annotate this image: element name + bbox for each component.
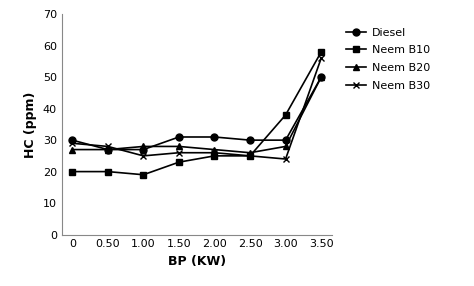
Neem B20 [176, 145, 182, 148]
Line: Neem B20: Neem B20 [69, 74, 325, 156]
Neem B10 [69, 170, 75, 173]
Neem B10 [140, 173, 146, 176]
Diesel [105, 148, 110, 151]
X-axis label: BP (KW): BP (KW) [168, 255, 226, 268]
Neem B10 [247, 154, 253, 158]
Diesel [283, 138, 288, 142]
Neem B10 [318, 50, 324, 54]
Diesel [140, 148, 146, 151]
Neem B20 [69, 148, 75, 151]
Neem B20 [318, 76, 324, 79]
Neem B20 [140, 145, 146, 148]
Line: Neem B10: Neem B10 [69, 49, 325, 178]
Neem B30 [176, 151, 182, 154]
Neem B30 [69, 142, 75, 145]
Diesel [211, 135, 217, 139]
Line: Neem B30: Neem B30 [69, 55, 325, 162]
Neem B10 [211, 154, 217, 158]
Neem B20 [211, 148, 217, 151]
Neem B20 [105, 148, 110, 151]
Y-axis label: HC (ppm): HC (ppm) [24, 91, 37, 158]
Legend: Diesel, Neem B10, Neem B20, Neem B30: Diesel, Neem B10, Neem B20, Neem B30 [343, 24, 433, 94]
Neem B30 [318, 57, 324, 60]
Neem B10 [176, 160, 182, 164]
Neem B30 [105, 145, 110, 148]
Neem B30 [247, 154, 253, 158]
Diesel [247, 138, 253, 142]
Neem B10 [105, 170, 110, 173]
Neem B20 [283, 145, 288, 148]
Diesel [176, 135, 182, 139]
Line: Diesel: Diesel [69, 74, 325, 153]
Neem B20 [247, 151, 253, 154]
Neem B10 [283, 113, 288, 117]
Diesel [318, 76, 324, 79]
Neem B30 [140, 154, 146, 158]
Neem B30 [283, 157, 288, 161]
Neem B30 [211, 151, 217, 154]
Diesel [69, 138, 75, 142]
